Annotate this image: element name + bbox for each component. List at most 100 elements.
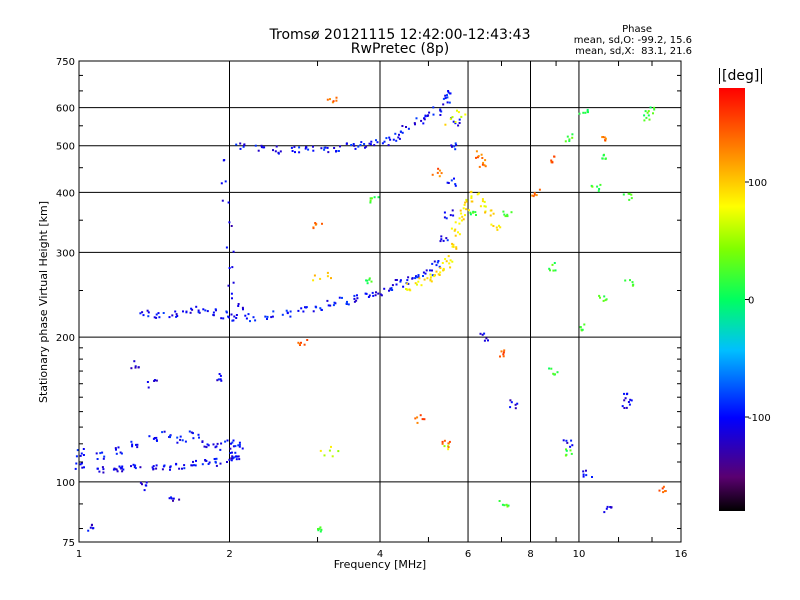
data-point [122, 468, 125, 471]
data-point [216, 442, 219, 445]
data-point [490, 209, 493, 212]
data-point [448, 101, 451, 104]
data-point [506, 215, 509, 218]
data-point [458, 217, 461, 220]
data-point [207, 463, 210, 465]
data-point [446, 101, 449, 104]
data-point [451, 116, 454, 118]
data-point [132, 463, 135, 466]
data-point [487, 339, 489, 342]
data-point [407, 276, 410, 279]
data-point [451, 145, 453, 148]
data-point [599, 183, 602, 186]
data-point [297, 309, 300, 312]
data-point [446, 94, 448, 97]
data-point [155, 439, 158, 442]
data-point [399, 280, 402, 283]
data-point [333, 147, 336, 149]
data-point [260, 144, 263, 147]
data-point [236, 455, 239, 458]
data-point [502, 353, 505, 356]
data-point [146, 309, 149, 312]
y-tick-label: 200 [56, 333, 75, 344]
data-point [414, 282, 417, 285]
data-point [452, 243, 455, 246]
data-point [454, 142, 457, 145]
data-point [155, 436, 158, 439]
colorbar-tick-label: -100 [748, 413, 771, 424]
data-point [628, 403, 631, 406]
data-point [446, 96, 449, 99]
data-point [461, 215, 464, 218]
data-point [145, 481, 148, 484]
data-point [417, 276, 420, 279]
data-point [452, 120, 455, 123]
data-point [183, 467, 186, 470]
data-point [130, 440, 133, 443]
data-point [442, 97, 445, 100]
data-point [532, 195, 535, 198]
data-point [449, 259, 452, 262]
data-point [178, 498, 181, 501]
data-point [604, 139, 607, 141]
data-point [425, 269, 428, 272]
data-point [212, 311, 215, 314]
data-point [454, 183, 457, 186]
data-point [549, 269, 551, 272]
data-point [350, 144, 353, 146]
data-point [335, 99, 338, 102]
x-tick-label: 2 [226, 549, 232, 560]
data-point [484, 159, 487, 162]
data-point [514, 403, 517, 406]
data-point [172, 497, 175, 500]
data-point [405, 126, 407, 128]
data-point [625, 406, 628, 409]
data-point [464, 201, 467, 204]
data-point [139, 466, 142, 469]
data-point [263, 146, 266, 149]
data-point [444, 97, 447, 100]
data-point [195, 459, 197, 462]
data-point [450, 227, 453, 230]
data-point [498, 500, 501, 502]
data-point [442, 103, 445, 106]
data-point [215, 457, 218, 460]
data-point [137, 366, 140, 369]
x-axis-label: Frequency [MHz] [334, 558, 426, 571]
data-point [225, 310, 228, 313]
data-point [114, 447, 117, 450]
colorbar [719, 88, 745, 511]
data-point [454, 148, 457, 151]
data-point [554, 373, 556, 376]
data-point [235, 317, 238, 319]
data-point [264, 315, 267, 318]
data-point [333, 301, 336, 304]
data-point [319, 307, 322, 310]
data-point [75, 462, 78, 465]
data-point [433, 260, 436, 263]
stats-x-line: mean, sd,X: 83.1, 21.6 [575, 46, 692, 57]
data-point [312, 149, 315, 152]
data-point [624, 279, 627, 282]
data-point [604, 137, 607, 140]
data-point [119, 466, 122, 469]
data-point [492, 212, 495, 215]
data-point [337, 450, 340, 453]
data-point [504, 215, 507, 218]
data-point [606, 505, 609, 508]
data-point [163, 464, 166, 467]
data-point [445, 217, 448, 220]
data-point [452, 214, 455, 217]
data-point [373, 144, 376, 147]
data-point [417, 280, 420, 283]
data-point [239, 142, 242, 145]
data-point [416, 276, 419, 279]
data-point [449, 266, 452, 269]
data-point [228, 267, 231, 269]
data-point [252, 316, 255, 319]
data-point [484, 165, 487, 168]
data-point [188, 430, 191, 433]
data-point [553, 262, 556, 264]
data-point [195, 305, 198, 308]
data-point [630, 399, 633, 402]
